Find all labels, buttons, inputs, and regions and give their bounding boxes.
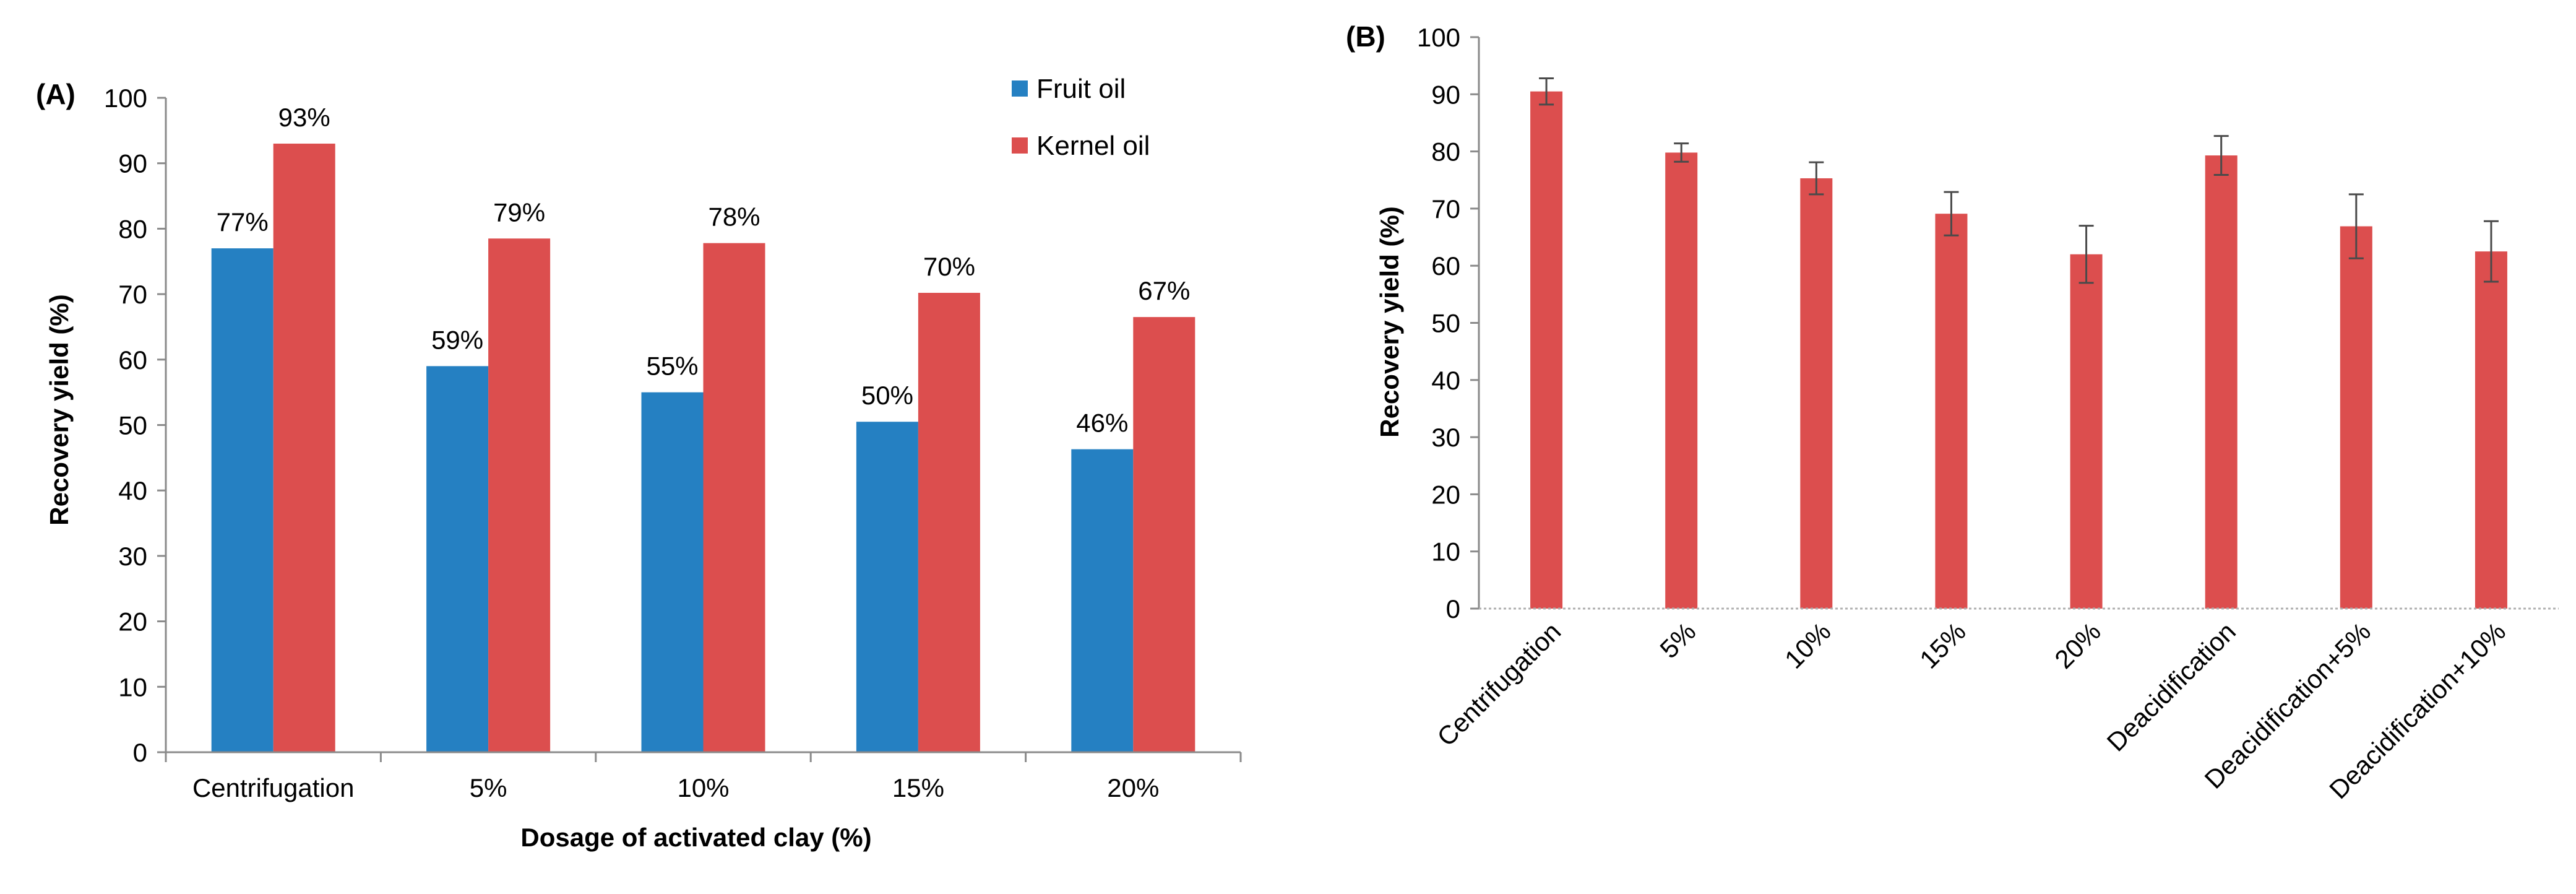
panel-b-plot-area: 0 10 20 30 40 50 60 70 80 90 100 Centrifugation 5% 10… — [1417, 23, 2559, 804]
panel-a-bar-kernel-oil — [488, 238, 551, 752]
panel-a-x-axis-label: Dosage of activated clay (%) — [520, 823, 871, 852]
panel-a-bar-kernel-oil — [1133, 317, 1195, 752]
panel-a-bar-fruit-oil — [1071, 449, 1134, 752]
panel-a-y-tick-label: 70 — [118, 280, 147, 309]
panel-a-y-tick-label: 20 — [118, 607, 147, 636]
panel-b-bar — [1800, 178, 1833, 609]
panel-b-y-tick-label: 40 — [1431, 366, 1460, 395]
panel-a-y-tick-label: 30 — [118, 542, 147, 571]
panel-b-bar — [2475, 251, 2507, 609]
panel-b-bar — [2340, 226, 2372, 609]
panel-b-label: (B) — [1346, 20, 1385, 53]
panel-a-data-label: 55% — [646, 352, 698, 381]
panel-b-y-tick-label: 20 — [1431, 480, 1460, 509]
panel-b-bar — [2070, 254, 2103, 609]
panel-a-y-tick-label: 90 — [118, 149, 147, 178]
panel-a-x-tick-label: 20% — [1107, 773, 1159, 802]
panel-a-x-tick-label: 10% — [677, 773, 729, 802]
panel-a-data-label: 46% — [1076, 409, 1128, 438]
panel-a-bar-fruit-oil — [211, 248, 274, 752]
panel-a-data-label: 79% — [493, 197, 545, 227]
panel-b-y-tick-label: 10 — [1431, 537, 1460, 566]
panel-b-x-tick-label: 10% — [1779, 617, 1837, 674]
panel-a-y-tick-label: 0 — [133, 738, 147, 767]
panel-a-x-tick-label: 15% — [892, 773, 944, 802]
panel-b-y-tick-label: 100 — [1417, 23, 1460, 52]
panel-a-plot-area: 0 10 20 30 40 50 60 70 80 90 100 77% 93% Centrifugati… — [104, 84, 1242, 802]
panel-a-data-label: 50% — [861, 381, 913, 410]
panel-a-legend: Fruit oil Kernel oil — [1012, 74, 1150, 161]
panel-b-y-tick-label: 90 — [1431, 80, 1460, 109]
panel-b-y-tick-label: 30 — [1431, 423, 1460, 452]
panel-a: (A) Recovery yield (%) Dosage of activat… — [36, 74, 1242, 852]
panel-a-y-tick-label: 80 — [118, 214, 147, 243]
panel-a-y-tick-label: 40 — [118, 476, 147, 505]
panel-a-bar-fruit-oil — [856, 422, 918, 752]
legend-swatch-kernel-oil — [1012, 137, 1028, 154]
panel-a-bar-fruit-oil — [641, 392, 704, 752]
panel-a-bar-kernel-oil — [703, 243, 765, 752]
panel-a-y-tick-label: 100 — [104, 84, 147, 113]
legend-label-fruit-oil: Fruit oil — [1036, 74, 1126, 104]
panel-a-data-label: 70% — [923, 252, 975, 281]
panel-a-bar-kernel-oil — [918, 292, 980, 753]
panel-a-data-label: 59% — [431, 325, 483, 354]
panel-a-x-tick-label: Centrifugation — [192, 773, 355, 802]
legend-label-kernel-oil: Kernel oil — [1036, 131, 1150, 161]
panel-b-bar — [1935, 214, 1968, 609]
panel-a-data-label: 67% — [1138, 276, 1190, 305]
panel-b-bar — [1530, 91, 1563, 609]
panel-b-x-tick-label: 15% — [1914, 617, 1971, 674]
panel-b-y-axis-label: Recovery yield (%) — [1375, 206, 1404, 438]
panel-a-y-tick-label: 50 — [118, 411, 147, 440]
legend-swatch-fruit-oil — [1012, 80, 1028, 97]
panel-a-data-label: 77% — [217, 207, 269, 237]
panel-b-y-tick-label: 60 — [1431, 251, 1460, 280]
panel-b-x-tick-label: Centrifugation — [1431, 617, 1566, 752]
panel-a-bar-fruit-oil — [426, 366, 489, 752]
panel-b: (B) Recovery yield (%) 0 10 20 30 40 50 60 70 80… — [1346, 20, 2559, 804]
panel-a-y-axis-label: Recovery yield (%) — [45, 294, 74, 526]
panel-a-data-label: 93% — [278, 103, 330, 132]
panel-b-bar — [1665, 152, 1698, 609]
panel-a-y-tick-label: 10 — [118, 672, 147, 701]
panel-b-y-tick-label: 80 — [1431, 137, 1460, 167]
panel-b-y-tick-label: 0 — [1446, 594, 1460, 623]
panel-a-data-label: 78% — [708, 202, 760, 232]
panel-b-y-tick-label: 50 — [1431, 309, 1460, 338]
panel-b-x-tick-label: 5% — [1654, 617, 1701, 664]
panel-a-label: (A) — [36, 78, 75, 110]
panel-a-bar-kernel-oil — [273, 143, 335, 753]
panel-b-x-tick-label: 20% — [2049, 617, 2106, 674]
panel-a-y-tick-label: 60 — [118, 345, 147, 375]
panel-a-x-tick-label: 5% — [470, 773, 507, 802]
panel-b-bar — [2205, 155, 2238, 609]
panel-b-x-tick-label: Deacidification — [2101, 617, 2241, 757]
panel-b-y-tick-label: 70 — [1431, 194, 1460, 224]
